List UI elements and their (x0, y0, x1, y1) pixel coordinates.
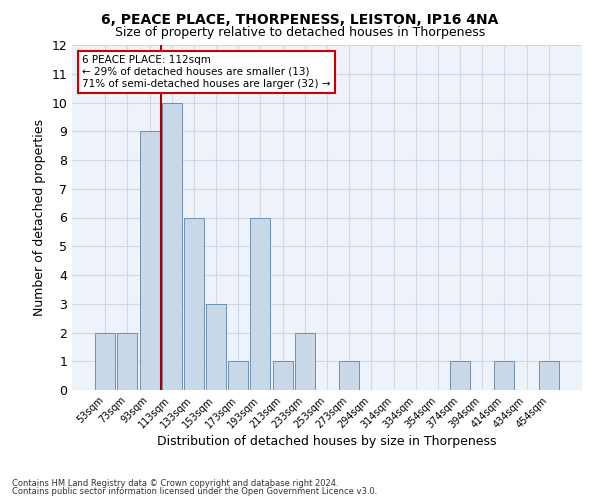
Bar (228, 361, 248, 390)
Bar (162, 102, 182, 390)
Bar (118, 332, 137, 390)
Text: Contains HM Land Registry data © Crown copyright and database right 2024.: Contains HM Land Registry data © Crown c… (12, 478, 338, 488)
Bar (450, 361, 470, 390)
Text: Contains public sector information licensed under the Open Government Licence v3: Contains public sector information licen… (12, 487, 377, 496)
Text: Size of property relative to detached houses in Thorpeness: Size of property relative to detached ho… (115, 26, 485, 39)
Bar (494, 361, 514, 390)
Bar (272, 361, 293, 390)
Bar (250, 218, 271, 390)
Bar (184, 218, 204, 390)
Text: 6 PEACE PLACE: 112sqm
← 29% of detached houses are smaller (13)
71% of semi-deta: 6 PEACE PLACE: 112sqm ← 29% of detached … (82, 56, 331, 88)
Bar (140, 131, 160, 390)
Bar (95, 332, 115, 390)
Bar (206, 304, 226, 390)
Y-axis label: Number of detached properties: Number of detached properties (33, 119, 46, 316)
Text: 6, PEACE PLACE, THORPENESS, LEISTON, IP16 4NA: 6, PEACE PLACE, THORPENESS, LEISTON, IP1… (101, 12, 499, 26)
X-axis label: Distribution of detached houses by size in Thorpeness: Distribution of detached houses by size … (157, 436, 497, 448)
Bar (539, 361, 559, 390)
Bar (339, 361, 359, 390)
Bar (295, 332, 315, 390)
